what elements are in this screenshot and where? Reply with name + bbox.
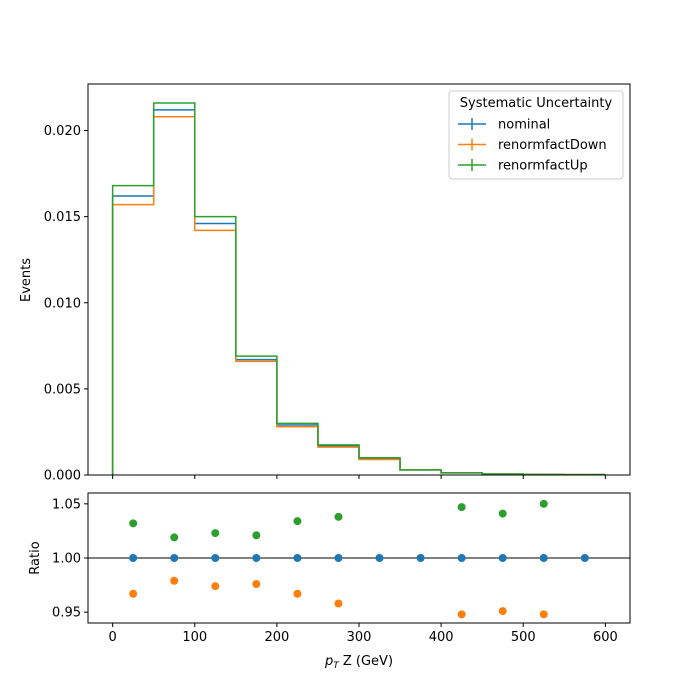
- ratio-point-renormfactDown: [252, 580, 261, 588]
- x-axis-label-subscript: T: [333, 661, 340, 671]
- ratio-x-axis-label: pT Z (GeV): [324, 654, 393, 671]
- main-plot-frame: [87, 83, 631, 476]
- ratio-points: [129, 499, 589, 619]
- ratio-point-nominal: [293, 554, 302, 562]
- ratio-point-renormfactDown: [539, 610, 548, 619]
- ratio-point-renormfactDown: [170, 576, 179, 585]
- x-axis-label-math: p: [324, 654, 333, 669]
- legend-label-nominal: nominal: [498, 118, 550, 133]
- ratio-point-nominal: [211, 554, 220, 562]
- ratio-y-ticks: 0.95 1.00 1.05: [52, 497, 88, 621]
- ratio-point-renormfactDown: [498, 607, 507, 616]
- main-y-ticks: 0.000 0.005 0.010 0.015 0.020: [44, 124, 88, 484]
- ratio-y-tick-label: 1.00: [52, 552, 81, 567]
- ratio-x-tick-label: 100: [182, 630, 207, 645]
- ratio-point-nominal: [498, 554, 507, 562]
- ratio-point-nominal: [129, 554, 138, 562]
- ratio-point-nominal: [580, 554, 589, 562]
- ratio-x-tick-label: 400: [429, 630, 454, 645]
- ratio-point-renormfactUp: [252, 531, 261, 540]
- ratio-point-renormfactDown: [457, 610, 466, 619]
- ratio-point-renormfactUp: [539, 499, 548, 508]
- ratio-y-tick-label: 1.05: [52, 497, 81, 512]
- ratio-point-nominal: [334, 554, 343, 562]
- main-y-axis-label: Events: [19, 258, 34, 302]
- ratio-point-renormfactUp: [129, 519, 138, 528]
- ratio-x-tick-label: 0: [108, 630, 116, 645]
- main-y-tick-label: 0.005: [44, 382, 81, 397]
- main-y-tick-label: 0.020: [44, 124, 81, 139]
- ratio-point-renormfactDown: [211, 582, 220, 591]
- ratio-x-tick-label: 500: [511, 630, 536, 645]
- legend-title: Systematic Uncertainty: [460, 96, 613, 111]
- legend-label-renormfactDown: renormfactDown: [498, 138, 607, 153]
- ratio-point-renormfactUp: [170, 533, 179, 542]
- main-y-tick-label: 0.000: [44, 469, 81, 484]
- main-histogram-series: [111, 102, 606, 476]
- ratio-point-nominal: [252, 554, 261, 562]
- main-x-ticks: [112, 475, 606, 479]
- ratio-point-renormfactUp: [498, 509, 507, 518]
- ratio-y-tick-label: 0.95: [52, 606, 81, 621]
- legend-entries: nominal renormfactDown renormfactUp: [458, 118, 607, 174]
- main-y-tick-label: 0.010: [44, 296, 81, 311]
- ratio-point-nominal: [457, 554, 466, 562]
- ratio-point-nominal: [375, 554, 384, 562]
- histogram-line-renormfactUp: [111, 102, 606, 476]
- ratio-x-ticks: 0 100 200 300 400 500 600: [108, 623, 618, 645]
- ratio-plot-frame: [87, 492, 631, 624]
- ratio-y-axis-label: Ratio: [28, 541, 43, 574]
- ratio-point-nominal: [416, 554, 425, 562]
- ratio-point-renormfactUp: [293, 517, 302, 526]
- legend: Systematic Uncertainty nominal renormfact…: [448, 90, 624, 180]
- ratio-point-nominal: [170, 554, 179, 562]
- ratio-point-renormfactDown: [334, 599, 343, 608]
- ratio-point-renormfactUp: [457, 503, 466, 512]
- ratio-panel: 0.95 1.00 1.05 0 100 200 300 400 500 600 Ratio p…: [28, 492, 631, 671]
- ratio-point-renormfactDown: [129, 589, 138, 598]
- ratio-x-tick-label: 300: [347, 630, 372, 645]
- main-y-tick-label: 0.015: [44, 210, 81, 225]
- legend-box: [448, 90, 624, 180]
- ratio-x-tick-label: 600: [593, 630, 618, 645]
- x-axis-label-rest: Z (GeV): [339, 654, 393, 669]
- ratio-point-renormfactUp: [334, 512, 343, 521]
- ratio-point-renormfactDown: [293, 589, 302, 598]
- ratio-point-nominal: [539, 554, 548, 562]
- legend-label-renormfactUp: renormfactUp: [498, 159, 588, 174]
- main-histogram-panel: 0.000 0.005 0.010 0.015 0.020 Events Systema…: [19, 83, 631, 484]
- ratio-point-renormfactUp: [211, 529, 220, 538]
- ratio-x-tick-label: 200: [264, 630, 289, 645]
